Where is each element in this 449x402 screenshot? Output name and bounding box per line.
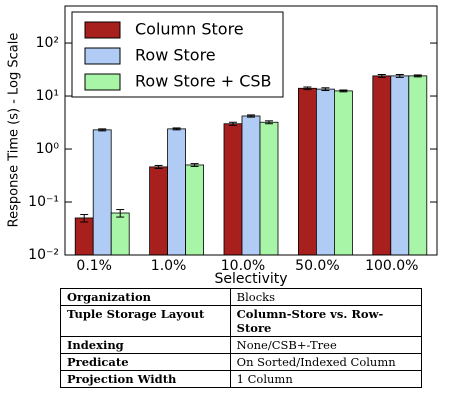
error-bar (190, 163, 199, 167)
bar (185, 164, 205, 256)
bar (315, 88, 335, 256)
bar (390, 75, 410, 256)
x-tick-label: 0.1% (76, 258, 112, 274)
table-row: Organization Blocks (60, 288, 423, 306)
table-cell: Column-Store vs. Row-Store (229, 305, 423, 337)
bar (74, 217, 94, 256)
x-tick-label: 10.0% (221, 258, 265, 274)
bar (241, 115, 261, 256)
plot-frame (64, 5, 438, 256)
table-cell: 1 Column (229, 370, 423, 388)
table-cell: Blocks (229, 288, 423, 306)
bar (92, 129, 112, 256)
y-tick-label: 10⁰ (36, 141, 60, 157)
bar (333, 90, 353, 256)
legend: Column Store Row Store Row Store + CSB (71, 11, 284, 98)
table-row: Predicate On Sorted/Indexed Column (60, 353, 423, 371)
y-tick-label: 10⁻¹ (28, 194, 59, 210)
settings-table: Organization Blocks Tuple Storage Layout Co… (60, 288, 423, 388)
table-row: Indexing None/CSB+-Tree (60, 336, 423, 354)
error-bar (247, 114, 255, 118)
x-tick-label: 50.0% (295, 258, 339, 274)
x-tick-label: 1.0% (151, 258, 187, 274)
error-bar (413, 74, 422, 78)
error-bar (80, 214, 89, 223)
error-bar (265, 120, 273, 125)
bar (167, 128, 187, 256)
table-row: Tuple Storage Layout Column-Store vs. Row… (60, 305, 423, 337)
table-cell: Indexing (60, 336, 231, 354)
error-bar (116, 209, 125, 218)
error-bar (229, 121, 237, 126)
bar (408, 75, 428, 256)
table-cell: Tuple Storage Layout (60, 305, 231, 337)
table-row: Projection Width 1 Column (60, 370, 423, 388)
y-tick-label: 10¹ (36, 88, 59, 104)
bar (297, 87, 317, 256)
error-bar (339, 89, 348, 93)
x-axis-label: Selectivity (214, 271, 287, 286)
y-tick-label: 10⁻² (28, 247, 59, 263)
error-bar (154, 164, 163, 169)
table-cell: Organization (60, 288, 231, 306)
bar (372, 75, 392, 256)
y-tick-label: 10² (36, 35, 59, 51)
legend-label: Row Store + CSB (135, 72, 272, 91)
legend-label: Column Store (135, 20, 244, 39)
bar (149, 166, 169, 256)
error-bar (395, 73, 404, 78)
table-cell: On Sorted/Indexed Column (229, 353, 423, 371)
table-cell: None/CSB+-Tree (229, 336, 423, 354)
legend-swatch (84, 21, 121, 39)
x-tick-label: 100.0% (365, 258, 418, 274)
error-bar (172, 127, 181, 131)
legend-swatch (84, 73, 121, 91)
chart: Response Time (s) - Log Scale Selectivit… (7, 5, 438, 286)
error-bar (98, 128, 107, 132)
error-bar (377, 73, 386, 78)
error-bar (303, 86, 312, 91)
bar (110, 212, 130, 256)
y-axis-label: Response Time (s) - Log Scale (7, 33, 22, 228)
bar (259, 121, 279, 256)
table-cell: Predicate (60, 353, 231, 371)
bar (223, 123, 243, 256)
table-cell: Projection Width (60, 370, 231, 388)
error-bar (321, 87, 330, 92)
legend-label: Row Store (135, 46, 216, 65)
legend-swatch (84, 47, 121, 65)
